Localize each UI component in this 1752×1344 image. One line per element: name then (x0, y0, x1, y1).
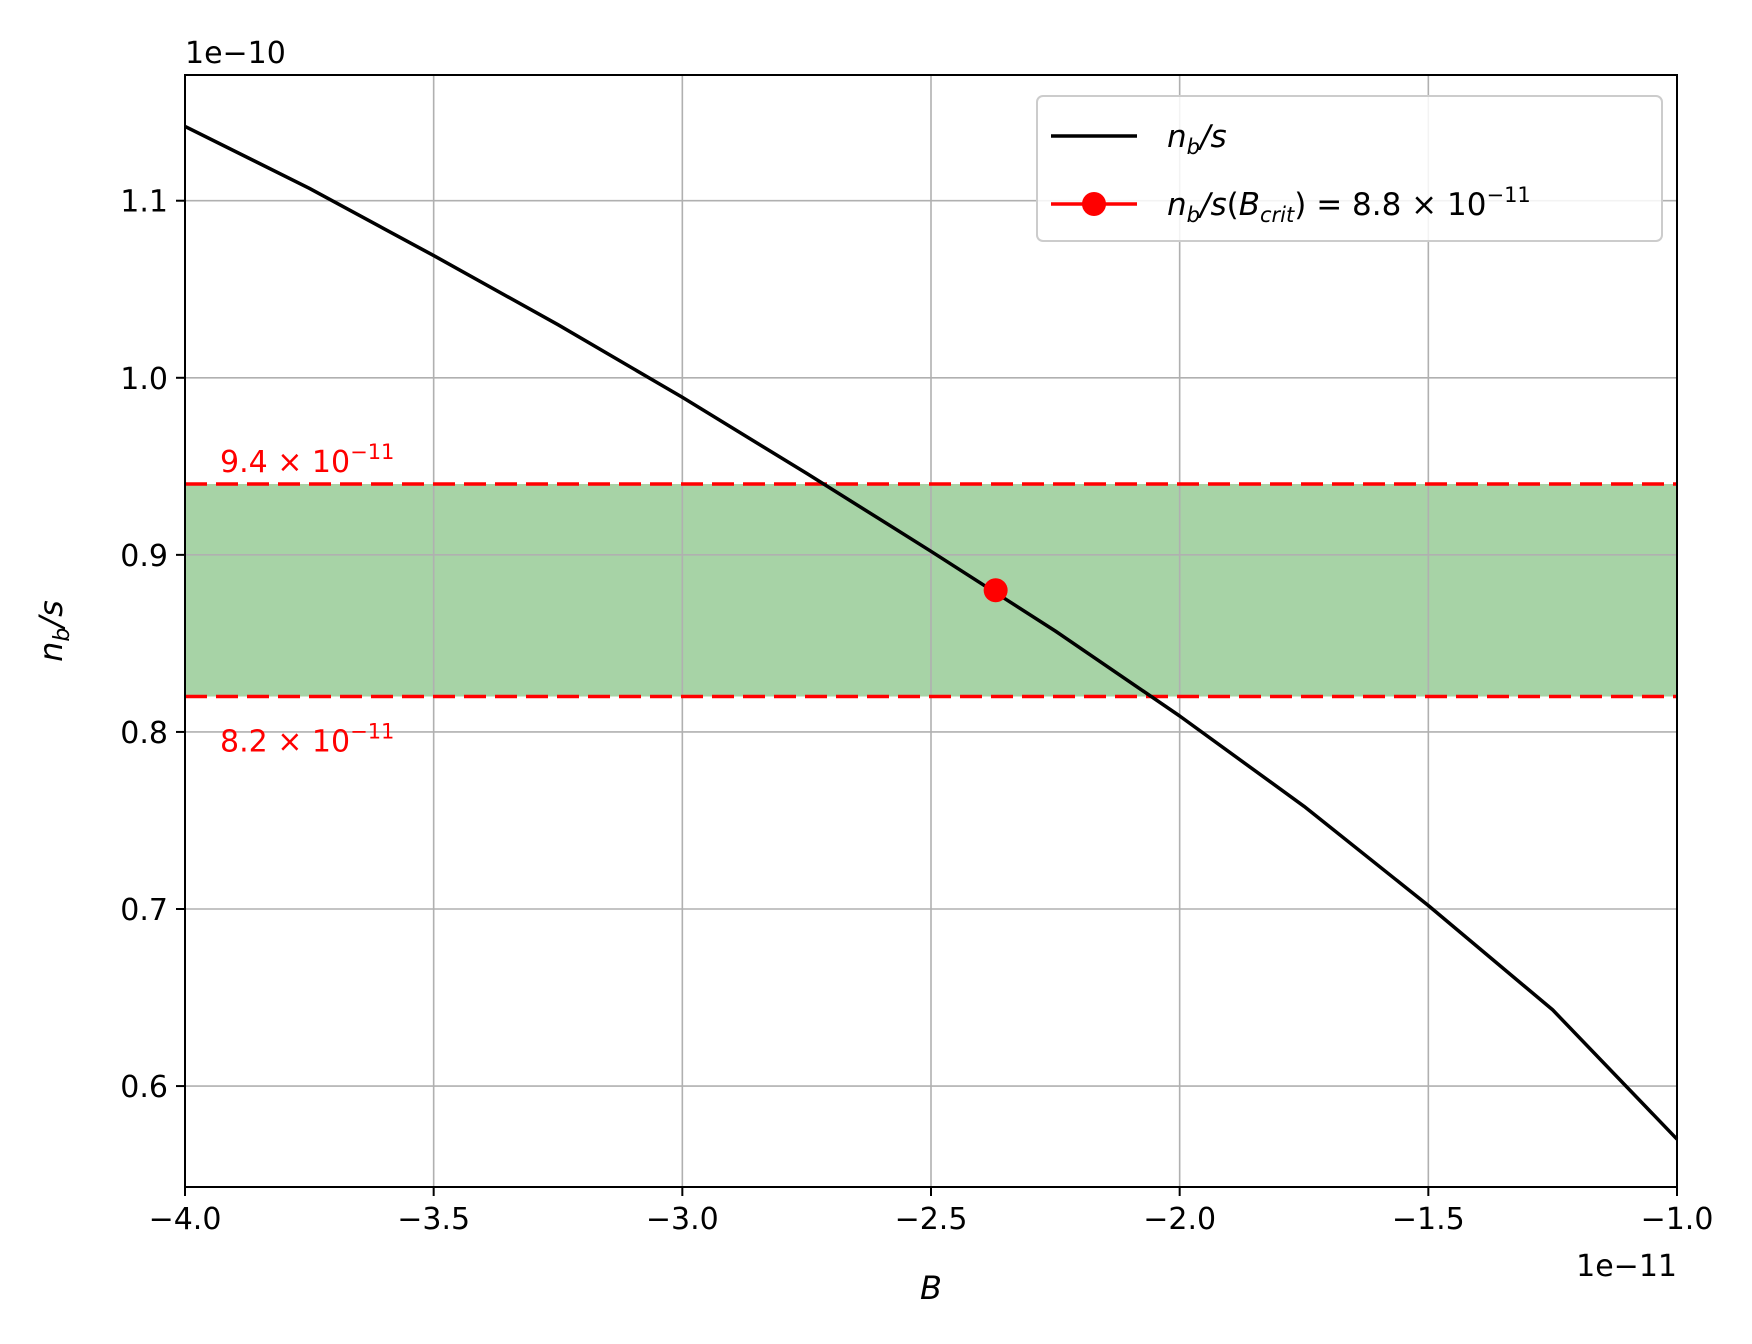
band-lower-mantissa: 8.2 × 10 (220, 725, 350, 760)
y-axis-label-rest: /s (32, 600, 70, 630)
legend-box (1036, 95, 1663, 242)
x-tick-label: −2.0 (1143, 1202, 1216, 1237)
series-layer (184, 124, 1679, 1141)
band-upper-label: 9.4 × 10−11 (220, 440, 394, 480)
legend-marker-s: /s (1197, 187, 1227, 223)
y-tick-label: 0.7 (120, 893, 168, 928)
x-tick-label: −3.0 (646, 1202, 719, 1237)
legend-marker-paren-open: ( (1227, 187, 1239, 223)
critical-point-marker (983, 578, 1008, 603)
y-axis-label-sub: b (50, 628, 75, 642)
y-axis-label-n: n (32, 642, 70, 662)
y-tick-label: 0.9 (120, 539, 168, 574)
legend-curve-rest: /s (1197, 119, 1227, 155)
series-curve (184, 124, 1679, 1141)
legend: nb/s nb/s(Bcrit) = 8.8 × 10−11 (1036, 95, 1663, 242)
x-tick-label: −2.5 (895, 1202, 968, 1237)
x-tick-label: −1.0 (1641, 1202, 1714, 1237)
band-lower-label: 8.2 × 10−11 (220, 720, 394, 760)
y-tick-label: 1.0 (120, 362, 168, 397)
x-tick-label: −4.0 (149, 1202, 222, 1237)
axis-ticks: −4.0 −3.5 −3.0 −2.5 −2.0 −1.5 −1.0 0.6 0.7 0.8 0.9… (120, 185, 1713, 1237)
y-tick-label: 0.6 (120, 1070, 168, 1105)
legend-entry-marker: nb/s(Bcrit) = 8.8 × 10−11 (1167, 183, 1531, 227)
legend-marker-exponent: −11 (1486, 183, 1530, 207)
band-lower-exponent: −11 (350, 720, 394, 744)
x-tick-label: −3.5 (397, 1202, 470, 1237)
legend-curve-n: n (1167, 119, 1187, 155)
y-tick-label: 0.8 (120, 716, 168, 751)
x-axis-label: B (920, 1269, 942, 1307)
legend-curve-sub: b (1187, 135, 1200, 159)
legend-marker-sub-b: b (1187, 203, 1200, 227)
legend-marker-sub-crit: crit (1260, 203, 1295, 227)
legend-marker-B: B (1239, 187, 1260, 223)
y-tick-label: 1.1 (120, 185, 168, 220)
legend-marker-n: n (1167, 187, 1187, 223)
x-offset-label: 1e−11 (1576, 1249, 1677, 1284)
x-tick-label: −1.5 (1392, 1202, 1465, 1237)
band-upper-exponent: −11 (350, 440, 394, 464)
legend-marker-dot (1082, 192, 1106, 216)
band-upper-mantissa: 9.4 × 10 (220, 445, 350, 480)
legend-entry-curve: nb/s (1167, 119, 1227, 159)
y-axis-label: nb/s (32, 600, 75, 662)
legend-marker-equals: ) = 8.8 × 10 (1294, 187, 1486, 223)
y-offset-label: 1e−10 (185, 36, 286, 71)
